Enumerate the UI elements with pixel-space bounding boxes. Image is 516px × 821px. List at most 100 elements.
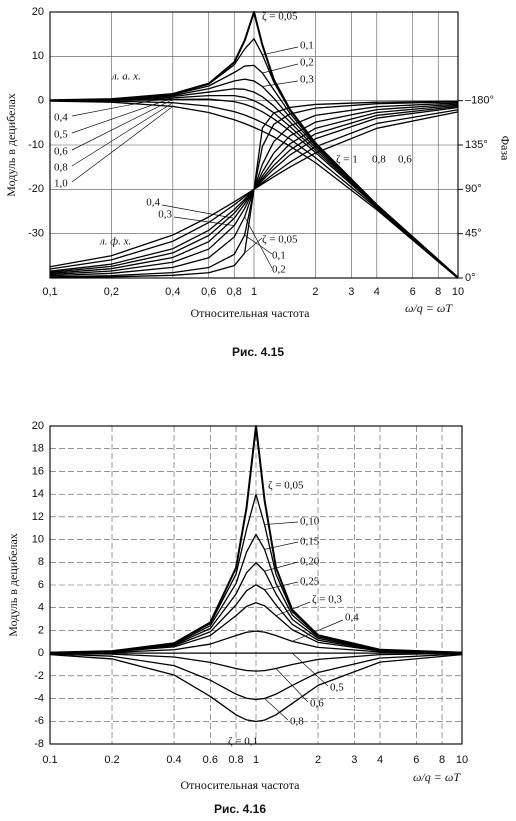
x-tick-label: 6 bbox=[413, 754, 419, 766]
series-label: 0,8 bbox=[290, 716, 304, 728]
y2-tick-label: 45° bbox=[465, 228, 482, 240]
x-tick-label: 0,6 bbox=[201, 286, 216, 298]
series-label: 0,3 bbox=[158, 209, 172, 221]
series-line bbox=[49, 653, 463, 723]
series-label: 0,5 bbox=[54, 129, 68, 141]
series-label: ζ = 1 bbox=[336, 154, 358, 166]
series-line bbox=[49, 584, 463, 654]
annotation: л. а. х. bbox=[111, 71, 141, 83]
leader-line bbox=[264, 581, 299, 590]
y-tick-label: 4 bbox=[38, 602, 44, 614]
y2-tick-label: 0° bbox=[465, 272, 476, 284]
series-label: 0,25 bbox=[300, 576, 320, 588]
figure-caption: Рис. 4.16 bbox=[214, 802, 266, 816]
x-tick-label: 0.4 bbox=[166, 754, 181, 766]
x-axis-label: Относительная частота bbox=[180, 778, 300, 792]
series-line bbox=[49, 652, 463, 672]
x-tick-label: 0.8 bbox=[228, 754, 243, 766]
series-label: 0,3 bbox=[300, 74, 314, 86]
y-axis-label: Модуль в децибелах bbox=[6, 533, 20, 637]
y-tick-label: -6 bbox=[34, 715, 44, 727]
leader-line bbox=[244, 216, 273, 269]
series-label: ζ = 0,05 bbox=[262, 234, 298, 246]
series-line bbox=[49, 88, 459, 279]
y-tick-label: 20 bbox=[32, 420, 44, 432]
y2-tick-label: 135° bbox=[465, 139, 488, 151]
leader-line bbox=[244, 237, 263, 254]
x-tick-label: 1 bbox=[253, 754, 259, 766]
x-tick-label: 3 bbox=[348, 286, 354, 298]
y-tick-label: 10 bbox=[32, 533, 44, 545]
y-tick-label: 0 bbox=[38, 95, 44, 107]
y-tick-label: 14 bbox=[32, 488, 44, 500]
y-tick-label: -8 bbox=[34, 738, 44, 750]
leader-line bbox=[264, 561, 299, 572]
series-label: 0,15 bbox=[300, 536, 320, 548]
y-tick-label: 20 bbox=[32, 6, 44, 18]
series-label: ζ = 0,1 bbox=[228, 736, 258, 748]
series-label: 0,4 bbox=[345, 612, 359, 624]
series-label: 0,2 bbox=[272, 264, 286, 276]
x-tick-label: 0.1 bbox=[42, 754, 57, 766]
y-tick-label: 2 bbox=[38, 624, 44, 636]
series-line bbox=[49, 602, 463, 654]
x-tick-label: 0.6 bbox=[203, 754, 218, 766]
y-tick-label: 18 bbox=[32, 443, 44, 455]
x-tick-label: 2 bbox=[312, 286, 318, 298]
series-label: ζ = 0,3 bbox=[312, 594, 343, 606]
series-label: 0,4 bbox=[54, 112, 68, 124]
series-line bbox=[49, 78, 459, 279]
y-tick-label: 10 bbox=[32, 50, 44, 62]
y2-tick-label: –180° bbox=[465, 95, 494, 107]
x-tick-label: 10 bbox=[456, 754, 468, 766]
chart: 0.1 0.2 0.4 0.6 0.8 1 2 3 4 6 8 1020181614121086420… bbox=[32, 420, 468, 766]
leader-line bbox=[264, 541, 299, 550]
x-tick-label: 8 bbox=[439, 754, 445, 766]
leader-line bbox=[262, 80, 299, 87]
chart: 0,1 0,2 0,4 0,6 0,8 1 2 3 4 6 8 10 20 10 0 -10 -20 -30 –18… bbox=[28, 6, 494, 298]
series-label: 0,6 bbox=[398, 154, 412, 166]
series-label: 0,8 bbox=[372, 154, 386, 166]
leader-line bbox=[292, 619, 344, 642]
series-label: 0,2 bbox=[300, 57, 314, 69]
series-label: 0,5 bbox=[330, 682, 344, 694]
leader-line bbox=[275, 601, 311, 616]
series-label: ζ = 0,05 bbox=[268, 480, 304, 492]
x-tick-label: 0,2 bbox=[104, 286, 119, 298]
leader-line bbox=[71, 106, 174, 183]
series-label: 1,0 bbox=[54, 178, 68, 190]
series-label: 0,1 bbox=[300, 40, 314, 52]
y-tick-label: 12 bbox=[32, 511, 44, 523]
series-line bbox=[49, 653, 463, 701]
y-tick-label: -2 bbox=[34, 670, 44, 682]
figure-caption: Рис. 4.15 bbox=[232, 345, 284, 359]
x-tick-label: 1 bbox=[251, 286, 257, 298]
x-tick-label: 6 bbox=[410, 286, 416, 298]
series-line bbox=[49, 533, 463, 654]
x-tick-label: 10 bbox=[452, 286, 464, 298]
x-tick-label: 3 bbox=[351, 754, 357, 766]
leader-line bbox=[71, 102, 174, 167]
leader-line bbox=[264, 521, 299, 525]
x-axis-label: Относительная частота bbox=[190, 306, 310, 320]
x-tick-label: 0,8 bbox=[227, 286, 242, 298]
leader-line bbox=[292, 652, 329, 687]
series-label: 0,6 bbox=[310, 698, 324, 710]
x-tick-label: 4 bbox=[377, 754, 383, 766]
leader-line bbox=[71, 99, 173, 151]
leader-line bbox=[264, 698, 289, 721]
series-label: ζ = 0,05 bbox=[262, 11, 298, 23]
x-axis-unit-label: ω/q = ωT bbox=[405, 301, 453, 315]
y2-axis-label: Фаза bbox=[498, 136, 512, 162]
series-label: 0,6 bbox=[54, 146, 68, 158]
y-tick-label: 6 bbox=[38, 579, 44, 591]
x-tick-label: 0,4 bbox=[165, 286, 180, 298]
series-label: 0,4 bbox=[146, 197, 160, 209]
y-tick-label: 16 bbox=[32, 465, 44, 477]
series-line bbox=[49, 64, 459, 279]
leader-line bbox=[262, 46, 299, 56]
leader-line bbox=[173, 216, 235, 227]
y2-tick-label: 90° bbox=[465, 183, 482, 195]
leader-line bbox=[244, 234, 273, 255]
